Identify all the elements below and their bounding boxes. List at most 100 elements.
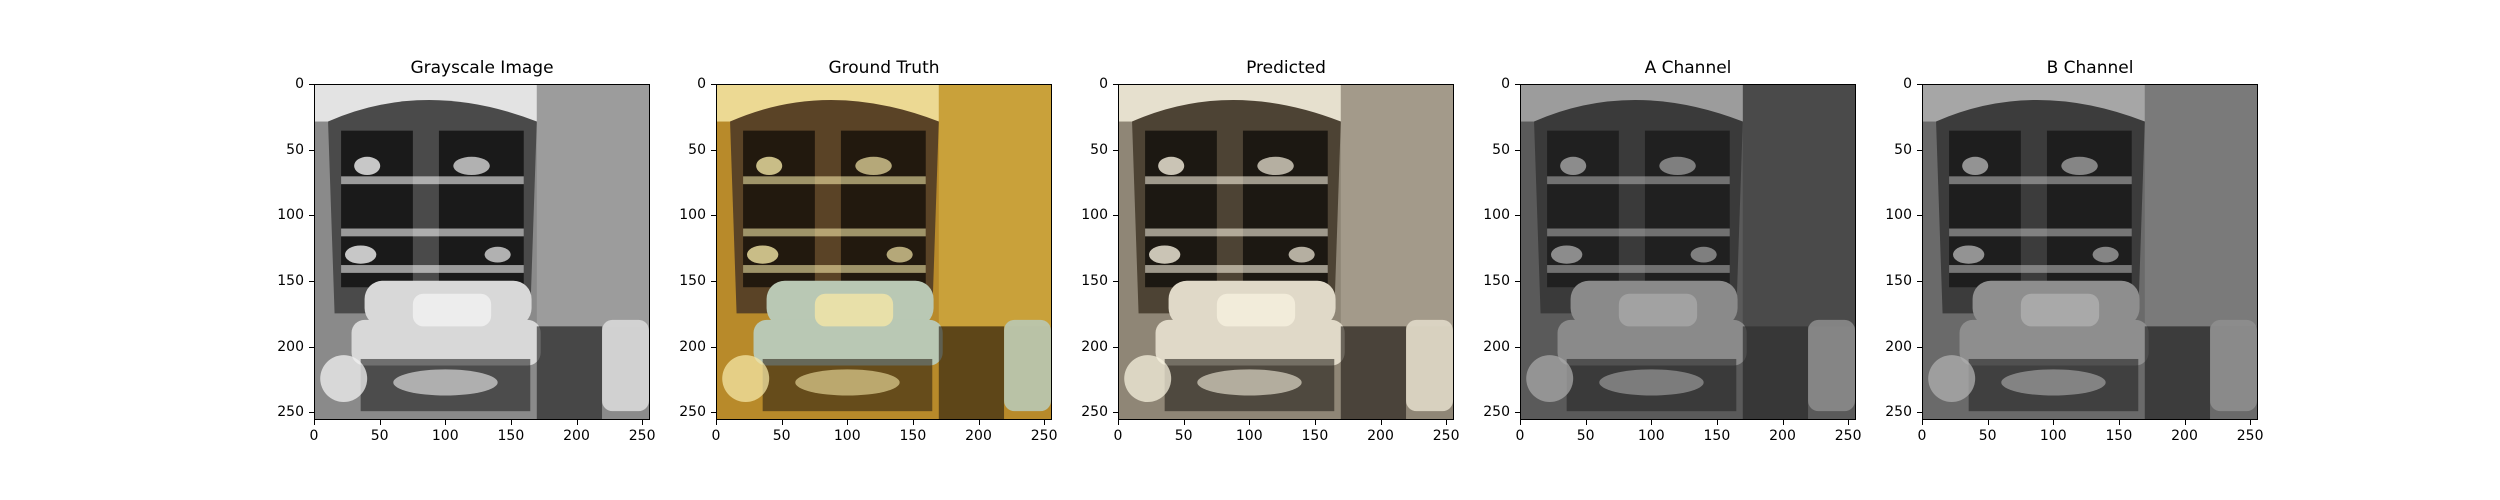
y-tick-label: 50 (1894, 141, 1912, 158)
x-tick-label: 250 (1030, 428, 1058, 444)
image-content (1923, 85, 2257, 419)
x-tick-label: 250 (1432, 428, 1460, 444)
x-tick-label: 50 (1174, 428, 1193, 444)
y-tick-label: 150 (1885, 272, 1912, 289)
x-tick-mark (781, 420, 783, 425)
x-tick-mark (1446, 420, 1448, 425)
x-tick-label: 50 (1576, 428, 1595, 444)
y-tick-label: 50 (1090, 141, 1108, 158)
y-tick-mark (1113, 215, 1118, 217)
x-tick-label: 0 (1917, 428, 1927, 444)
y-tick-mark (1113, 280, 1118, 282)
x-tick-mark (1118, 420, 1119, 425)
y-tick-mark (1515, 149, 1520, 151)
y-tick-label: 100 (277, 207, 304, 224)
image-a-channel (1520, 84, 1856, 420)
y-tick-label: 250 (1885, 404, 1912, 421)
x-tick-label: 50 (772, 428, 791, 444)
y-tick-label: 200 (1081, 338, 1108, 355)
y-tick-mark (1917, 215, 1922, 217)
x-tick-mark (2118, 420, 2120, 425)
y-tick-mark (711, 215, 716, 217)
x-tick-label: 150 (899, 428, 927, 444)
x-tick-mark (716, 420, 717, 425)
y-tick-label: 100 (1885, 207, 1912, 224)
x-tick-label: 0 (309, 428, 319, 444)
y-tick-mark (1113, 346, 1118, 348)
y-tick-mark (1917, 412, 1922, 414)
x-tick-label: 200 (965, 428, 992, 444)
x-tick-mark (2053, 420, 2055, 425)
x-tick-label: 150 (1703, 428, 1731, 444)
y-tick-mark (1515, 215, 1520, 217)
y-tick-mark (1515, 280, 1520, 282)
y-tick-mark (1917, 84, 1922, 85)
image-content (315, 85, 649, 419)
x-tick-mark (1249, 420, 1251, 425)
image-ground-truth (716, 84, 1052, 420)
x-tick-label: 200 (1367, 428, 1394, 444)
x-tick-label: 200 (1769, 428, 1796, 444)
x-tick-mark (2250, 420, 2252, 425)
x-tick-mark (1922, 420, 1923, 425)
x-tick-label: 100 (431, 428, 459, 444)
x-tick-label: 250 (1834, 428, 1862, 444)
y-tick-mark (1917, 280, 1922, 282)
x-tick-mark (642, 420, 644, 425)
x-tick-mark (1520, 420, 1521, 425)
y-tick-label: 250 (1081, 404, 1108, 421)
y-tick-mark (309, 412, 314, 414)
x-tick-mark (912, 420, 914, 425)
y-tick-label: 0 (1099, 76, 1108, 92)
y-tick-label: 200 (679, 338, 706, 355)
x-tick-mark (314, 420, 315, 425)
y-tick-mark (309, 149, 314, 151)
y-tick-label: 250 (679, 404, 706, 421)
x-tick-label: 50 (370, 428, 389, 444)
x-tick-label: 200 (563, 428, 590, 444)
x-tick-mark (445, 420, 447, 425)
y-tick-mark (1515, 84, 1520, 85)
image-b-channel (1922, 84, 2258, 420)
y-tick-mark (1515, 412, 1520, 414)
panel-title: Ground Truth (828, 58, 940, 78)
y-tick-label: 250 (1483, 404, 1510, 421)
x-tick-label: 100 (1235, 428, 1263, 444)
image-predicted (1118, 84, 1454, 420)
x-tick-mark (1044, 420, 1046, 425)
y-tick-mark (309, 215, 314, 217)
y-tick-mark (1113, 412, 1118, 414)
y-tick-mark (309, 346, 314, 348)
x-tick-label: 150 (497, 428, 525, 444)
y-tick-label: 150 (679, 272, 706, 289)
panel-title: Predicted (1246, 58, 1326, 78)
y-tick-mark (1917, 346, 1922, 348)
y-tick-mark (711, 149, 716, 151)
y-tick-label: 200 (1885, 338, 1912, 355)
x-tick-mark (576, 420, 578, 425)
y-tick-mark (711, 84, 716, 85)
y-tick-label: 250 (277, 404, 304, 421)
y-tick-label: 0 (697, 76, 706, 92)
x-tick-label: 100 (833, 428, 861, 444)
y-tick-label: 150 (277, 272, 304, 289)
x-tick-mark (1380, 420, 1382, 425)
y-tick-label: 0 (1903, 76, 1912, 92)
x-tick-mark (1987, 420, 1989, 425)
x-tick-mark (978, 420, 980, 425)
y-tick-label: 50 (1492, 141, 1510, 158)
y-tick-label: 50 (286, 141, 304, 158)
x-tick-mark (1314, 420, 1316, 425)
y-tick-label: 0 (295, 76, 304, 92)
y-tick-mark (711, 280, 716, 282)
x-tick-label: 0 (1515, 428, 1525, 444)
panel-title: A Channel (1644, 58, 1732, 78)
y-tick-label: 100 (679, 207, 706, 224)
x-tick-label: 0 (1113, 428, 1123, 444)
y-tick-label: 100 (1483, 207, 1510, 224)
y-tick-mark (309, 280, 314, 282)
y-tick-mark (1113, 149, 1118, 151)
x-tick-label: 150 (1301, 428, 1329, 444)
x-tick-label: 0 (711, 428, 721, 444)
x-tick-label: 250 (628, 428, 656, 444)
